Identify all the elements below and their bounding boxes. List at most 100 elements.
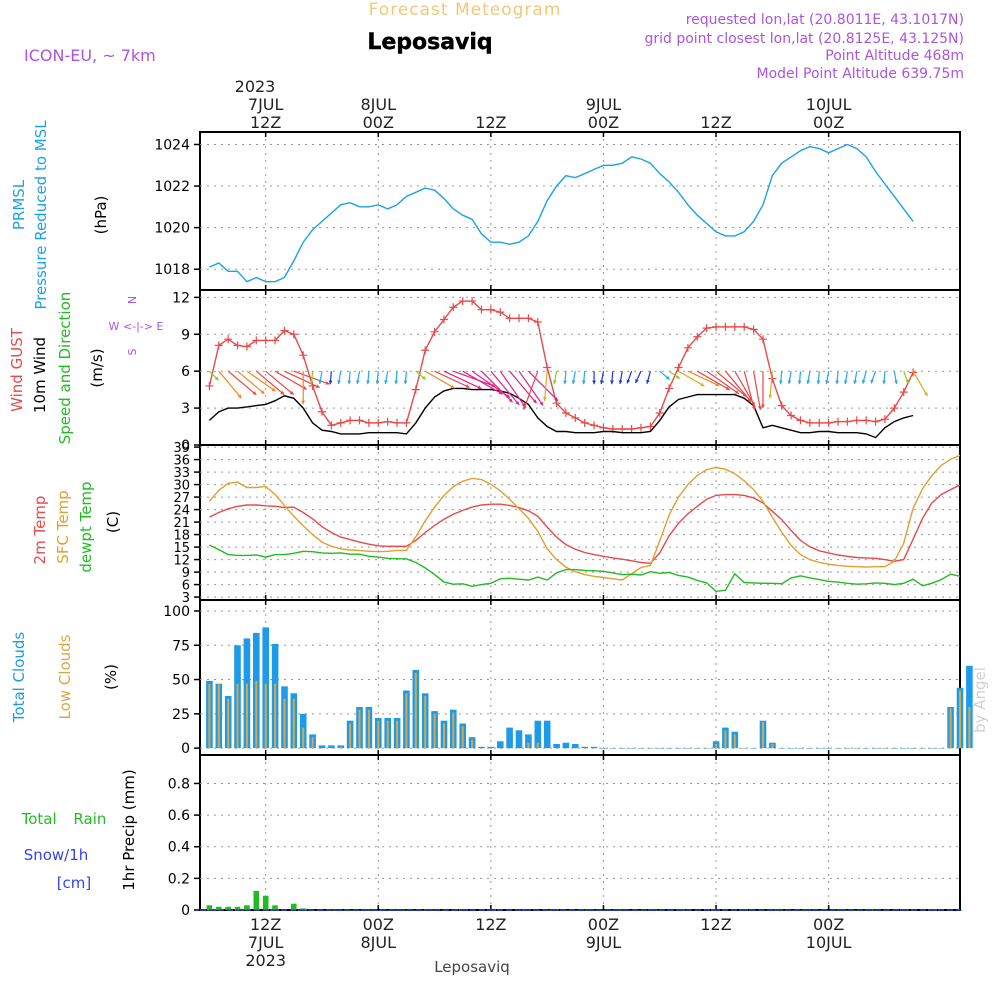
bar-low-clouds bbox=[808, 748, 811, 749]
sfc-temp-label: SFC Temp bbox=[54, 490, 72, 563]
gust-marker bbox=[468, 297, 477, 306]
bar-low-clouds bbox=[405, 693, 408, 749]
bar-total-rain bbox=[591, 910, 597, 911]
gust-marker bbox=[458, 297, 467, 306]
wind-arrow bbox=[678, 370, 705, 387]
wind-arrow bbox=[462, 370, 503, 395]
gust-marker bbox=[871, 417, 880, 426]
wind-arrow bbox=[218, 370, 242, 399]
bar-low-clouds bbox=[367, 709, 370, 749]
wind-arrow-head bbox=[768, 394, 773, 399]
bottom-tick-label: 9JUL bbox=[586, 933, 622, 952]
wind-arrow-head bbox=[521, 402, 526, 407]
wind-arrow bbox=[255, 370, 285, 396]
top-tick-label: 00Z bbox=[813, 113, 844, 132]
precip-unit: 1hr Precip (mm) bbox=[120, 769, 138, 890]
wind-arrow bbox=[499, 370, 526, 408]
bar-total-rain bbox=[262, 895, 269, 910]
panel-frame bbox=[199, 131, 961, 291]
wind-arrow bbox=[523, 370, 539, 410]
wind-unit: (m/s) bbox=[88, 348, 106, 387]
wind-arrow bbox=[265, 370, 295, 396]
bar-low-clouds bbox=[536, 742, 539, 749]
bar-total-rain bbox=[366, 910, 372, 911]
bottom-tick-label: 10JUL bbox=[806, 933, 852, 952]
gust-marker bbox=[233, 341, 242, 350]
gust-marker bbox=[571, 413, 580, 422]
bar-total-rain bbox=[300, 908, 306, 910]
y-tick-label: 33 bbox=[173, 466, 190, 481]
point-altitude: Point Altitude 468m bbox=[825, 48, 964, 64]
bar-total-rain bbox=[628, 910, 635, 911]
y-tick-label: 0 bbox=[181, 741, 190, 757]
gust-marker bbox=[411, 385, 420, 394]
grid-point-coords: grid point closest lon,lat (20.8125E, 43… bbox=[644, 31, 964, 47]
bar-low-clouds bbox=[574, 748, 577, 749]
y-tick-label: 39 bbox=[173, 441, 190, 456]
y-tick-label: 100 bbox=[163, 604, 190, 620]
bar-low-clouds bbox=[752, 748, 755, 749]
bar-total-clouds bbox=[572, 744, 579, 749]
wind-dir-label: Speed and Direction bbox=[56, 292, 74, 445]
bottom-location: Leposaviq bbox=[434, 958, 510, 976]
bar-low-clouds bbox=[508, 748, 511, 749]
gust-marker bbox=[852, 416, 861, 425]
y-tick-label: 0 bbox=[181, 438, 190, 454]
wind-arrow bbox=[237, 370, 265, 395]
gust-marker bbox=[758, 335, 767, 344]
gust-marker bbox=[777, 401, 786, 410]
clouds-unit: (%) bbox=[102, 664, 120, 690]
bar-low-clouds bbox=[874, 748, 877, 749]
bar-low-clouds bbox=[283, 698, 286, 749]
bar-low-clouds bbox=[311, 737, 314, 749]
top-tick-label: 12Z bbox=[700, 113, 731, 132]
y-tick-label: 0.6 bbox=[168, 808, 190, 824]
bar-low-clouds bbox=[245, 683, 248, 749]
bar-low-clouds bbox=[780, 748, 783, 749]
wind-arrow-head bbox=[237, 394, 242, 399]
y-tick-label: 27 bbox=[173, 491, 190, 506]
gust-marker bbox=[580, 418, 589, 427]
y-tick-label: 3 bbox=[182, 591, 190, 606]
top-year: 2023 bbox=[235, 77, 276, 96]
gust-marker bbox=[796, 416, 805, 425]
bottom-tick-label: 12Z bbox=[250, 915, 281, 934]
gust-marker bbox=[552, 399, 561, 408]
bar-total-rain bbox=[619, 910, 625, 911]
bar-low-clouds bbox=[940, 748, 943, 749]
bar-low-clouds bbox=[733, 734, 736, 749]
wind-arrow-head bbox=[882, 380, 887, 385]
wind-arrow-head bbox=[761, 404, 765, 408]
bar-low-clouds bbox=[705, 748, 708, 749]
wind-arrow-head bbox=[403, 380, 408, 385]
bar-low-clouds bbox=[865, 748, 868, 749]
y-tick-label: 18 bbox=[173, 529, 190, 544]
wind-arrow bbox=[715, 370, 747, 398]
series-line-dewpt-temp bbox=[209, 544, 961, 593]
y-tick-label: 12 bbox=[172, 290, 190, 306]
gust-marker bbox=[317, 407, 326, 416]
bar-low-clouds bbox=[274, 683, 277, 749]
gust-marker bbox=[674, 363, 683, 372]
gust-marker bbox=[364, 418, 373, 427]
wind-arrow-head bbox=[816, 380, 821, 385]
wind-arrow bbox=[527, 370, 559, 402]
bar-low-clouds bbox=[790, 748, 793, 749]
meteogram-subtitle: Forecast Meteogram bbox=[369, 0, 562, 20]
bar-low-clouds bbox=[818, 748, 821, 749]
bar-low-clouds bbox=[630, 748, 633, 749]
gust-marker bbox=[524, 314, 533, 323]
bar-low-clouds bbox=[686, 748, 689, 749]
bar-total-clouds bbox=[487, 746, 495, 749]
bar-low-clouds bbox=[837, 748, 839, 749]
gust-marker bbox=[909, 368, 918, 377]
wind-arrow-head bbox=[924, 392, 928, 397]
wind-arrow bbox=[443, 370, 482, 390]
gust-marker bbox=[336, 418, 345, 427]
wind-arrow-head bbox=[592, 380, 596, 385]
wind-arrow-head bbox=[894, 380, 898, 384]
gust-marker bbox=[505, 314, 514, 323]
gust-marker bbox=[834, 417, 843, 426]
wind-arrow-head bbox=[599, 380, 604, 384]
